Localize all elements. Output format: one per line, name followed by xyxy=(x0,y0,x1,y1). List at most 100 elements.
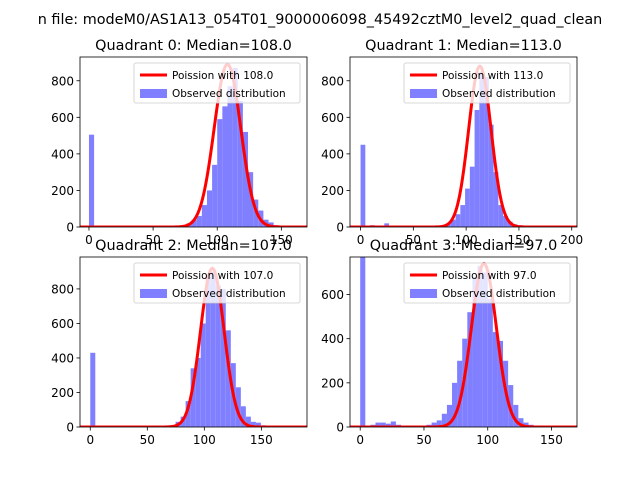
histogram-bar xyxy=(232,67,238,227)
histogram-bar xyxy=(479,71,485,227)
y-tick-label: 800 xyxy=(321,74,344,88)
legend: Poission with 97.0 Observed distribution xyxy=(403,262,571,304)
y-tick-label: 400 xyxy=(51,351,74,365)
histogram-bar xyxy=(482,272,488,427)
histogram-bar xyxy=(455,214,461,227)
y-tick-label: 200 xyxy=(321,376,344,390)
histogram-bar xyxy=(201,205,207,227)
histogram-bar xyxy=(513,404,519,427)
y-tick-label: 200 xyxy=(321,184,344,198)
histogram-bar xyxy=(492,332,498,427)
axes-frame xyxy=(349,256,578,428)
subplot-title: Quadrant 3: Median=97.0 xyxy=(370,238,558,254)
legend-label-observed: Observed distribution xyxy=(172,88,286,100)
histogram-bar xyxy=(210,271,216,427)
poisson-curve xyxy=(80,266,307,427)
histogram-bar xyxy=(217,119,223,227)
histogram-bar xyxy=(474,110,480,227)
legend-patch-swatch xyxy=(140,89,167,98)
legend-label-poisson: Poission with 97.0 xyxy=(442,270,537,282)
histogram-bar xyxy=(235,387,241,427)
legend-label-poisson: Poission with 107.0 xyxy=(172,270,273,282)
x-tick-label: 0 xyxy=(85,233,93,247)
legend-label-observed: Observed distribution xyxy=(172,288,286,300)
y-tick-label: 400 xyxy=(321,332,344,346)
histogram-bar xyxy=(497,340,504,427)
histogram-bar xyxy=(255,422,261,427)
x-tick-label: 50 xyxy=(145,233,160,247)
legend-label-observed: Observed distribution xyxy=(442,88,556,100)
histogram-bar xyxy=(248,172,254,227)
y-tick-label: 0 xyxy=(66,421,74,435)
x-tick-label: 50 xyxy=(406,233,421,247)
x-tick-label: 100 xyxy=(455,233,478,247)
histogram-bar xyxy=(375,422,381,427)
histogram-bar xyxy=(460,205,466,227)
plot-area xyxy=(80,62,307,227)
legend-patch-swatch xyxy=(410,289,437,298)
histogram-bar xyxy=(195,357,201,427)
histogram-bar xyxy=(222,106,228,227)
y-tick-label: 0 xyxy=(336,221,344,235)
histogram-bar xyxy=(212,164,218,227)
histogram-bar xyxy=(206,190,213,227)
x-tick-label: 150 xyxy=(540,433,563,447)
histogram-bar xyxy=(450,219,456,227)
histogram-bar xyxy=(431,422,437,427)
histogram-bar xyxy=(523,422,529,427)
x-tick-label: 0 xyxy=(356,433,364,447)
legend-box xyxy=(133,262,301,304)
histogram-bar xyxy=(240,406,246,427)
x-tick-label: 200 xyxy=(560,233,583,247)
subplot-title: Quadrant 1: Median=113.0 xyxy=(365,38,562,54)
histogram-bar xyxy=(469,166,475,227)
x-tick-label: 100 xyxy=(206,233,229,247)
histogram-bar xyxy=(88,134,95,227)
plot-area xyxy=(350,64,577,227)
legend-box xyxy=(403,62,571,104)
histogram-bar xyxy=(472,276,478,427)
x-tick-label: 0 xyxy=(357,233,365,247)
histogram-bar xyxy=(477,265,483,427)
y-tick-label: 0 xyxy=(66,221,74,235)
y-tick-label: 200 xyxy=(51,386,74,400)
x-tick-label: 0 xyxy=(86,433,94,447)
legend-label-poisson: Poission with 108.0 xyxy=(172,70,273,82)
histogram-bar xyxy=(190,368,196,427)
poisson-curve xyxy=(350,64,577,227)
subplot-quadrant-0: Quadrant 0: Median=108.0 0 50 100 150 0 200 400… xyxy=(51,38,308,247)
y-tick-label: 400 xyxy=(51,147,74,161)
y-tick-label: 600 xyxy=(321,288,344,302)
y-tick-label: 400 xyxy=(321,147,344,161)
axes-frame xyxy=(349,56,578,228)
x-tick-label: 150 xyxy=(270,233,293,247)
legend: Poission with 107.0 Observed distribution xyxy=(133,262,301,304)
legend-box xyxy=(133,62,301,104)
histogram-bar xyxy=(227,86,233,227)
axes-frame xyxy=(79,256,308,428)
histogram-bar xyxy=(498,205,504,227)
legend-label-poisson: Poission with 113.0 xyxy=(442,70,543,82)
subplot-quadrant-1: Quadrant 1: Median=113.0 0 50 100 150 200 0 200… xyxy=(321,38,583,247)
histogram-bar xyxy=(446,404,453,427)
poisson-curve xyxy=(80,62,307,227)
x-tick-label: 150 xyxy=(507,233,530,247)
histogram-bar xyxy=(441,413,447,427)
histogram-bar xyxy=(390,421,396,427)
histogram-bar xyxy=(436,420,442,427)
histogram-bar xyxy=(503,216,508,227)
histogram-bar xyxy=(245,416,251,427)
legend-box xyxy=(403,262,571,304)
histogram-bar xyxy=(484,77,489,227)
histogram-bar xyxy=(205,276,211,427)
histogram-bar xyxy=(493,172,499,227)
histogram-bar xyxy=(452,382,458,427)
plot-area xyxy=(80,266,307,427)
y-tick-label: 600 xyxy=(51,111,74,125)
histogram-bar xyxy=(250,421,256,427)
legend-patch-swatch xyxy=(410,89,437,98)
histogram-bar xyxy=(487,298,493,427)
histogram-bar xyxy=(385,423,391,427)
histogram-bar xyxy=(467,312,473,427)
axes-frame xyxy=(79,56,308,228)
